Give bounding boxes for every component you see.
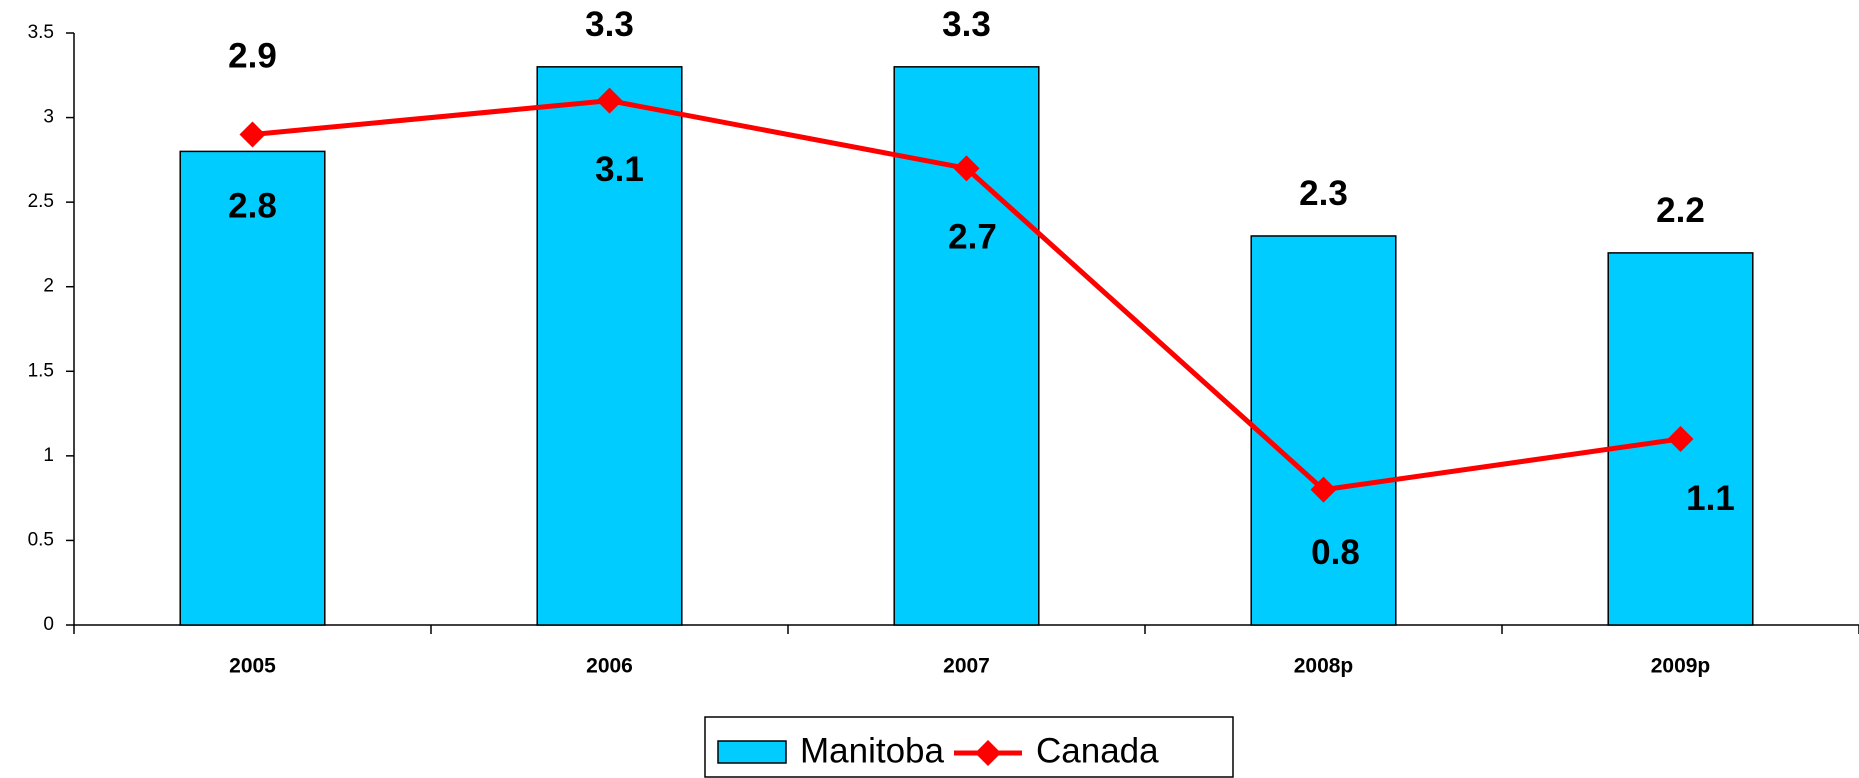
legend-label: Manitoba (800, 731, 945, 770)
legend-swatch (717, 740, 787, 764)
y-tick-label: 0.5 (28, 529, 54, 550)
marker (1667, 425, 1694, 452)
data-label: 3.3 (942, 5, 991, 44)
x-tick-label: 2009p (1651, 655, 1711, 678)
data-label: 2.7 (948, 218, 997, 257)
legend-label: Canada (1036, 731, 1159, 770)
x-tick-label: 2008p (1294, 655, 1354, 678)
x-tick-label: 2005 (229, 655, 276, 678)
y-tick-label: 3 (43, 107, 54, 128)
data-label: 2.2 (1656, 191, 1705, 230)
x-tick-label: 2007 (943, 655, 990, 678)
data-label: 3.3 (585, 5, 634, 44)
legend: Manitoba Canada (704, 716, 1234, 778)
legend-box (704, 716, 1234, 778)
y-tick-label: 3.5 (28, 22, 54, 43)
marker (239, 121, 266, 148)
marker (1310, 476, 1337, 503)
y-tick-label: 0 (43, 614, 54, 635)
data-label: 2.3 (1299, 174, 1348, 213)
bar (536, 66, 683, 626)
y-tick-label: 1.5 (28, 360, 54, 381)
bar (179, 150, 326, 626)
y-tick-label: 2.5 (28, 191, 54, 212)
data-label: 2.9 (228, 37, 277, 76)
y-tick-label: 1 (43, 445, 54, 466)
bar (1250, 235, 1397, 626)
bar (893, 66, 1040, 626)
data-label: 2.8 (228, 187, 277, 226)
marker (953, 155, 980, 182)
data-label: 1.1 (1686, 479, 1735, 518)
x-tick-label: 2006 (586, 655, 633, 678)
legend-marker (974, 740, 1001, 766)
y-tick-label: 2 (43, 276, 54, 297)
marker (596, 87, 623, 114)
data-label: 3.1 (595, 150, 644, 189)
data-label: 0.8 (1311, 533, 1360, 572)
